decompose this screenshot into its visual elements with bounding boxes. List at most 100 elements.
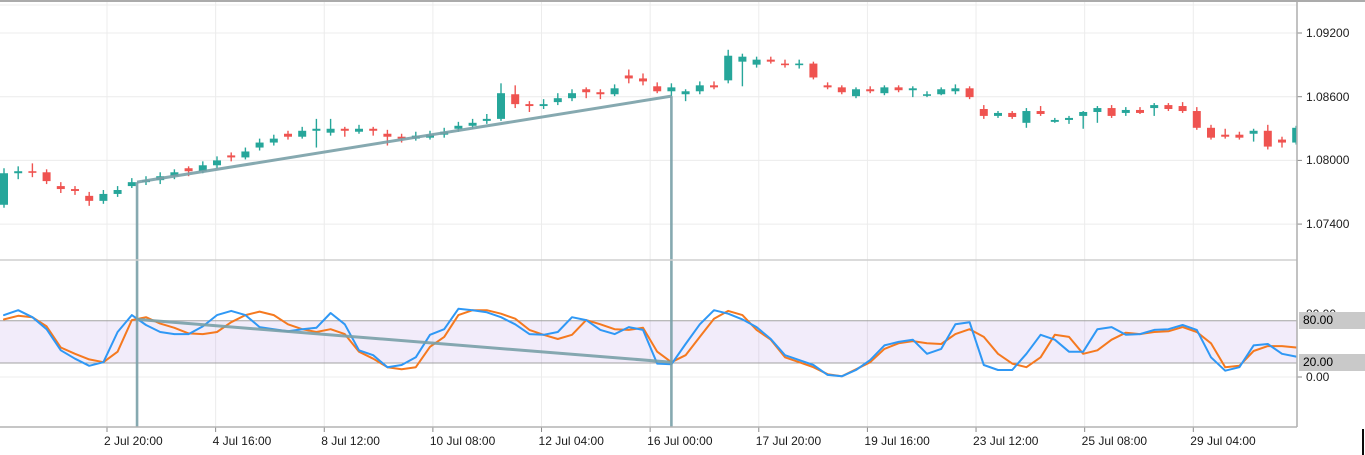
- candle-body: [1107, 108, 1116, 116]
- candle-body: [1079, 111, 1088, 116]
- candle-body: [241, 151, 250, 158]
- candle-body: [312, 128, 321, 131]
- candle-body: [1221, 134, 1230, 137]
- candle-down: [965, 86, 974, 100]
- candle-body: [298, 130, 307, 137]
- candle-body: [170, 172, 179, 177]
- candle-up: [610, 84, 619, 97]
- candle-body: [979, 109, 988, 116]
- candle-body: [1164, 105, 1173, 110]
- candle-body: [397, 136, 406, 139]
- candle-body: [539, 104, 548, 107]
- candle-body: [454, 125, 463, 129]
- candle-body: [269, 138, 278, 143]
- candle-up: [681, 89, 690, 102]
- candle-body: [213, 160, 221, 166]
- candle-down: [710, 81, 718, 90]
- indicator-trendline[interactable]: [136, 317, 672, 364]
- candle-up: [312, 118, 321, 148]
- candle-body: [1249, 130, 1258, 134]
- candle-body: [624, 75, 633, 79]
- candle-up: [14, 166, 23, 180]
- price-axis-label: 1.07400: [1306, 217, 1350, 232]
- candle-body: [724, 55, 733, 81]
- candle-down: [1136, 107, 1144, 115]
- price-axis-label: 1.08600: [1306, 89, 1350, 104]
- x-axis-label: 23 Jul 12:00: [973, 434, 1039, 448]
- candle-up: [553, 93, 562, 106]
- candle-body: [71, 189, 79, 191]
- candle-body: [1022, 111, 1031, 123]
- candle-up: [326, 118, 335, 136]
- candle-down: [823, 82, 832, 90]
- candle-body: [525, 104, 534, 107]
- candle-up: [127, 178, 136, 188]
- candle-down: [369, 126, 378, 136]
- candle-down: [85, 191, 94, 206]
- candle-body: [908, 88, 917, 91]
- candle-up: [1065, 115, 1073, 124]
- candle-body: [894, 87, 903, 91]
- candle-down: [227, 152, 236, 162]
- candle-up: [852, 87, 860, 99]
- candle-up: [269, 134, 278, 146]
- candle-up: [113, 186, 122, 197]
- candle-up: [908, 86, 917, 98]
- candle-body: [994, 112, 1002, 116]
- candle-body: [198, 165, 207, 172]
- oscillator-axis-label: 0.00: [1306, 370, 1330, 384]
- candle-body: [1278, 139, 1286, 143]
- x-axis-label: 17 Jul 20:00: [755, 434, 822, 448]
- candle-up: [738, 53, 747, 87]
- candle-up: [667, 83, 676, 97]
- candle-down: [837, 85, 846, 95]
- candle-body: [1150, 105, 1159, 109]
- candle-down: [340, 126, 349, 137]
- candle-body: [1207, 127, 1215, 138]
- candle-down: [582, 87, 591, 99]
- candle-up: [1022, 108, 1031, 128]
- candle-up: [213, 156, 221, 169]
- candle-body: [28, 171, 37, 173]
- candle-body: [710, 85, 718, 88]
- candle-body: [695, 85, 704, 92]
- candle-body: [482, 118, 491, 121]
- candle-up: [497, 83, 505, 121]
- candle-down: [1221, 128, 1230, 139]
- candle-up: [795, 59, 804, 69]
- candle-body: [284, 133, 292, 137]
- candle-up: [937, 87, 946, 96]
- candle-down: [71, 186, 79, 195]
- candle-body: [42, 172, 51, 182]
- candle-body: [639, 78, 647, 82]
- candle-body: [255, 142, 264, 148]
- candle-body: [184, 168, 193, 172]
- x-axis-label: 29 Jul 04:00: [1190, 434, 1256, 448]
- candle-body: [610, 88, 619, 95]
- candle-body: [837, 87, 846, 93]
- x-axis-label: 25 Jul 08:00: [1081, 434, 1148, 448]
- x-axis-label: 10 Jul 08:00: [429, 434, 496, 448]
- candle-body: [369, 128, 378, 131]
- candle-down: [596, 89, 605, 100]
- candle-down: [511, 85, 520, 109]
- candle-up: [1121, 107, 1130, 116]
- candle-body: [781, 63, 789, 66]
- candle-down: [781, 59, 789, 68]
- price-trendline[interactable]: [136, 94, 672, 184]
- candle-body: [1008, 112, 1017, 117]
- edge-artifact-line: [1362, 429, 1364, 455]
- level-badge-20: 20.00: [1299, 354, 1365, 372]
- candle-up: [724, 49, 733, 84]
- candle-down: [525, 101, 534, 112]
- candle-body: [113, 190, 122, 194]
- candle-body: [99, 193, 108, 201]
- candle-up: [880, 85, 889, 96]
- candle-body: [1050, 119, 1059, 122]
- candle-body: [383, 133, 392, 137]
- candle-down: [1008, 111, 1017, 119]
- candle-up: [951, 84, 960, 95]
- candle-body: [1136, 109, 1144, 113]
